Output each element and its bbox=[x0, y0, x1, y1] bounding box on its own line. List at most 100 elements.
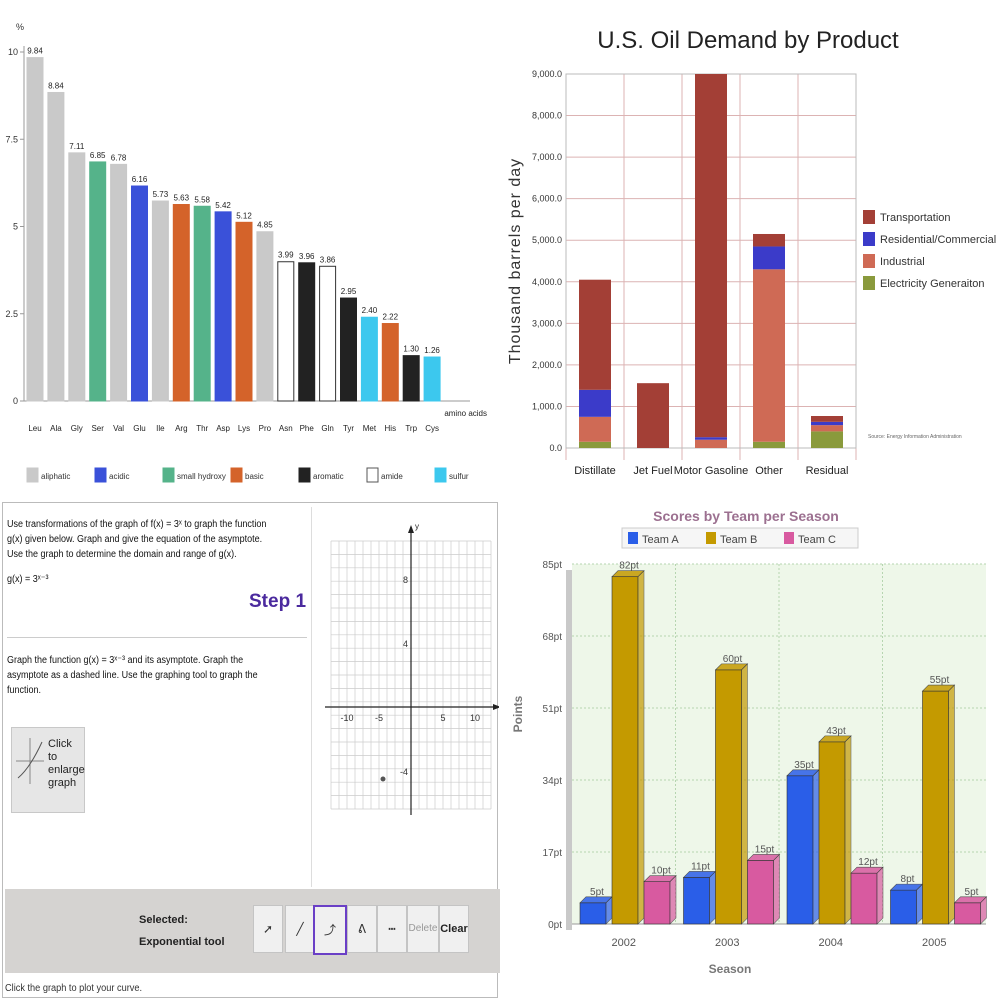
exponential-tool-button[interactable]: ⤴ bbox=[313, 905, 347, 955]
x-tick-label: -5 bbox=[375, 713, 383, 723]
legend-label: aliphatic bbox=[41, 472, 70, 481]
category-label: Met bbox=[363, 424, 377, 433]
category-label: Trp bbox=[405, 424, 417, 433]
bar-asn bbox=[277, 261, 295, 402]
bar-trp bbox=[402, 355, 420, 402]
bar-arg bbox=[172, 204, 190, 402]
category-label: Asn bbox=[279, 424, 293, 433]
bar-team-b bbox=[818, 741, 846, 925]
bar-side bbox=[916, 883, 923, 925]
oil-demand-chart-panel: U.S. Oil Demand by Product 0.0 1,000.0 2,00… bbox=[500, 0, 1000, 500]
asymptote-tool-button[interactable]: ᕕ bbox=[347, 905, 377, 953]
y-tick-label: 0.0 bbox=[549, 443, 562, 453]
bar-side bbox=[980, 896, 987, 925]
divider-vertical bbox=[311, 507, 312, 887]
y-tick-label: 8,000.0 bbox=[532, 111, 562, 121]
category-label: 2005 bbox=[922, 937, 946, 949]
category-label: Asp bbox=[216, 424, 230, 433]
x-axis-label: amino acids bbox=[444, 409, 487, 418]
bar-team-c bbox=[850, 872, 878, 925]
value-label: 10pt bbox=[651, 866, 671, 877]
y-tick-label: 4,000.0 bbox=[532, 277, 562, 287]
value-label: 6.85 bbox=[90, 151, 106, 160]
legend-swatch-basic bbox=[230, 467, 243, 483]
bar-segment bbox=[753, 269, 785, 442]
legend-swatch bbox=[863, 254, 875, 268]
value-label: 60pt bbox=[723, 654, 743, 665]
exercise-frame: Use transformations of the graph of f(x)… bbox=[2, 502, 500, 998]
value-label: 5pt bbox=[590, 887, 604, 898]
legend-swatch bbox=[863, 232, 875, 246]
bar-side bbox=[773, 853, 780, 925]
y-axis-letter: y bbox=[415, 522, 419, 531]
pointer-tool-button[interactable]: ➚ bbox=[253, 905, 283, 953]
bar-segment bbox=[579, 416, 611, 442]
y-tick-label: 85pt bbox=[543, 560, 563, 571]
category-label: Ser bbox=[91, 424, 104, 433]
bar-val bbox=[110, 163, 128, 402]
category-label: Glu bbox=[133, 424, 145, 433]
y-tick-label: 2,000.0 bbox=[532, 360, 562, 370]
x-axis-label: Season bbox=[709, 962, 752, 976]
y-tick-label: 5 bbox=[13, 222, 18, 232]
value-label: 5.63 bbox=[174, 194, 190, 203]
category-label: Other bbox=[755, 465, 783, 477]
selected-tool-info: Selected: Exponential tool bbox=[139, 909, 225, 953]
line-tool-button[interactable]: ╱ bbox=[285, 905, 315, 953]
value-label: 2.22 bbox=[383, 313, 399, 322]
y-tick-label: 17pt bbox=[543, 848, 563, 859]
clear-button[interactable]: Clear bbox=[439, 905, 469, 953]
bar-team-b bbox=[715, 669, 742, 925]
bar-segment bbox=[695, 437, 727, 440]
category-label: Phe bbox=[300, 424, 315, 433]
legend-label: Industrial bbox=[880, 256, 925, 268]
enlarge-graph-button[interactable]: Click to enlarge graph bbox=[11, 727, 85, 813]
value-label: 3.99 bbox=[278, 251, 294, 260]
dashed-line-tool-button[interactable]: ┅ bbox=[377, 905, 407, 953]
value-label: 5pt bbox=[965, 887, 979, 898]
value-label: 2.40 bbox=[362, 306, 378, 315]
value-label: 55pt bbox=[930, 675, 950, 686]
category-label: Lys bbox=[238, 424, 250, 433]
function-definition: g(x) = 3ˣ⁻³ bbox=[7, 574, 49, 585]
value-label: 3.86 bbox=[320, 255, 336, 264]
category-label: Ala bbox=[50, 424, 62, 433]
bar-segment bbox=[695, 439, 727, 448]
category-label: Ile bbox=[156, 424, 165, 433]
selected-tool-name: Exponential tool bbox=[139, 936, 225, 948]
legend-swatch-small_hydroxy bbox=[162, 467, 175, 483]
bar-his bbox=[381, 323, 399, 402]
bar-team-b bbox=[611, 576, 639, 925]
graphing-toolbar: Selected: Exponential tool ➚ ╱ ⤴ ᕕ ┅ Del… bbox=[5, 889, 500, 973]
legend-swatch bbox=[628, 532, 638, 544]
legend-swatch bbox=[706, 532, 716, 544]
bar-segment bbox=[579, 389, 611, 417]
category-label: 2002 bbox=[612, 937, 636, 949]
value-label: 1.26 bbox=[424, 346, 440, 355]
value-label: 7.11 bbox=[69, 142, 85, 151]
legend-swatch bbox=[863, 210, 875, 224]
legend-label: Team C bbox=[798, 534, 836, 546]
legend-label: sulfur bbox=[449, 472, 469, 481]
selected-label: Selected: bbox=[139, 914, 188, 926]
category-label: Gln bbox=[321, 424, 333, 433]
bar-side bbox=[948, 684, 955, 925]
step-instruction: Graph the function g(x) = 3ˣ⁻³ and its a… bbox=[7, 655, 258, 696]
plotted-point[interactable] bbox=[380, 776, 386, 782]
delete-button[interactable]: Delete bbox=[407, 905, 439, 953]
value-label: 6.16 bbox=[132, 175, 148, 184]
legend-swatch-acidic bbox=[94, 467, 107, 483]
bar-met bbox=[360, 316, 378, 402]
bar-thr bbox=[193, 205, 211, 402]
y-axis-label: % bbox=[16, 22, 24, 32]
graphing-exercise-panel: Use transformations of the graph of f(x)… bbox=[0, 500, 500, 1000]
bar-segment bbox=[637, 383, 669, 448]
y-tick-label: 6,000.0 bbox=[532, 194, 562, 204]
bar-team-a bbox=[683, 877, 710, 925]
value-label: 8.84 bbox=[48, 81, 64, 90]
bar-team-a bbox=[890, 889, 917, 925]
y-axis-label: Points bbox=[511, 695, 525, 732]
bar-side bbox=[669, 874, 677, 925]
value-label: 1.30 bbox=[403, 345, 419, 354]
